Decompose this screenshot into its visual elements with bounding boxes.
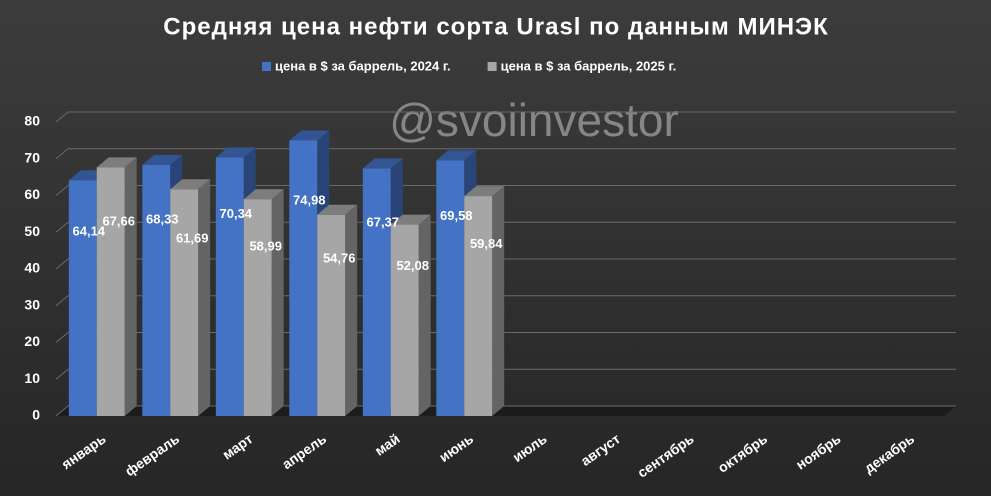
value-label: 67,66	[102, 213, 135, 228]
value-label: 67,37	[367, 214, 400, 229]
legend-label: цена в $ за баррель, 2024 г.	[275, 58, 451, 73]
bar-top	[317, 204, 358, 215]
bar-side	[345, 204, 358, 416]
legend-label: цена в $ за баррель, 2025 г.	[501, 58, 677, 73]
grid-line-side	[55, 258, 69, 270]
y-tick-label: 0	[32, 407, 40, 423]
bar	[215, 157, 244, 417]
bar	[390, 224, 419, 416]
bar-top	[170, 179, 211, 190]
legend-swatch	[487, 62, 497, 71]
value-label: 64,14	[73, 224, 106, 239]
y-tick-label: 30	[24, 296, 40, 312]
value-label: 61,69	[176, 231, 209, 246]
chart-title: Средняя цена нефти сорта Urasl по данным…	[163, 13, 829, 40]
bar	[170, 189, 199, 416]
value-label: 54,76	[323, 250, 356, 265]
bar-top	[464, 186, 505, 197]
grid-line-side	[55, 111, 69, 123]
bar-top	[436, 150, 477, 161]
bar-top	[390, 214, 431, 225]
value-label: 74,98	[293, 193, 326, 208]
y-tick-label: 70	[24, 149, 40, 165]
bar-side	[418, 214, 431, 416]
grid-line-side	[55, 295, 69, 307]
bar	[317, 214, 346, 416]
value-label: 70,34	[220, 206, 253, 221]
bar-top	[96, 157, 137, 168]
y-tick-label: 60	[24, 186, 40, 202]
bar-top	[243, 189, 284, 200]
bar-top	[215, 147, 256, 158]
bar-side	[271, 189, 284, 416]
y-tick-label: 40	[24, 260, 40, 276]
value-label: 68,33	[146, 212, 179, 227]
bar-top	[289, 130, 330, 141]
bar	[436, 160, 465, 416]
floor	[56, 406, 956, 416]
value-label: 58,99	[249, 238, 282, 253]
value-label: 69,58	[440, 208, 473, 223]
bar-side	[492, 186, 505, 416]
bar	[464, 196, 493, 416]
bar	[96, 167, 125, 416]
bar-side	[198, 179, 211, 416]
y-tick-label: 20	[24, 333, 40, 349]
bar	[68, 180, 97, 416]
y-tick-label: 50	[24, 223, 40, 239]
bar	[142, 164, 171, 416]
bar-top	[142, 154, 183, 165]
bar	[289, 140, 318, 417]
legend-swatch	[262, 62, 271, 71]
y-tick-label: 10	[24, 370, 40, 386]
bar	[362, 168, 391, 416]
grid-line-side	[55, 221, 69, 233]
bar-side	[124, 157, 137, 417]
value-label: 52,08	[396, 258, 429, 273]
grid-line-side	[55, 148, 69, 160]
value-label: 59,84	[470, 236, 503, 251]
grid-line-side	[55, 368, 69, 380]
y-tick-label: 80	[24, 113, 40, 129]
grid-line-side	[55, 185, 69, 196]
watermark: @svoiinvestor	[389, 94, 679, 146]
grid-line-side	[55, 332, 69, 343]
bar	[243, 199, 272, 416]
bar-top	[362, 158, 403, 169]
grid-line-side	[55, 405, 69, 417]
